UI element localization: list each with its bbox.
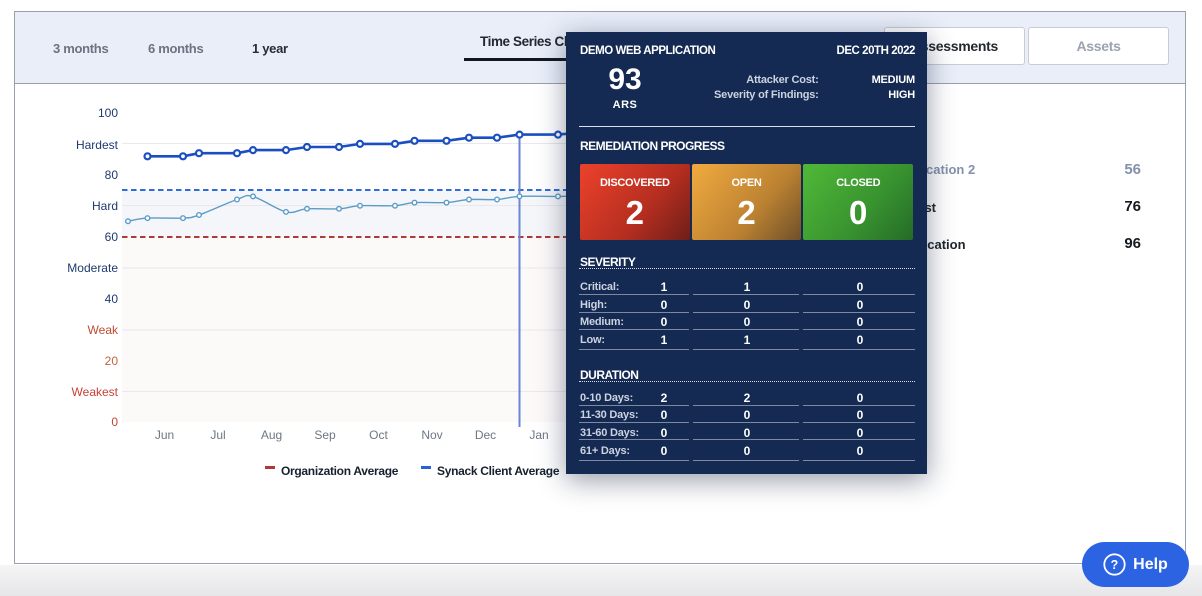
svg-text:?: ? <box>1111 558 1119 572</box>
